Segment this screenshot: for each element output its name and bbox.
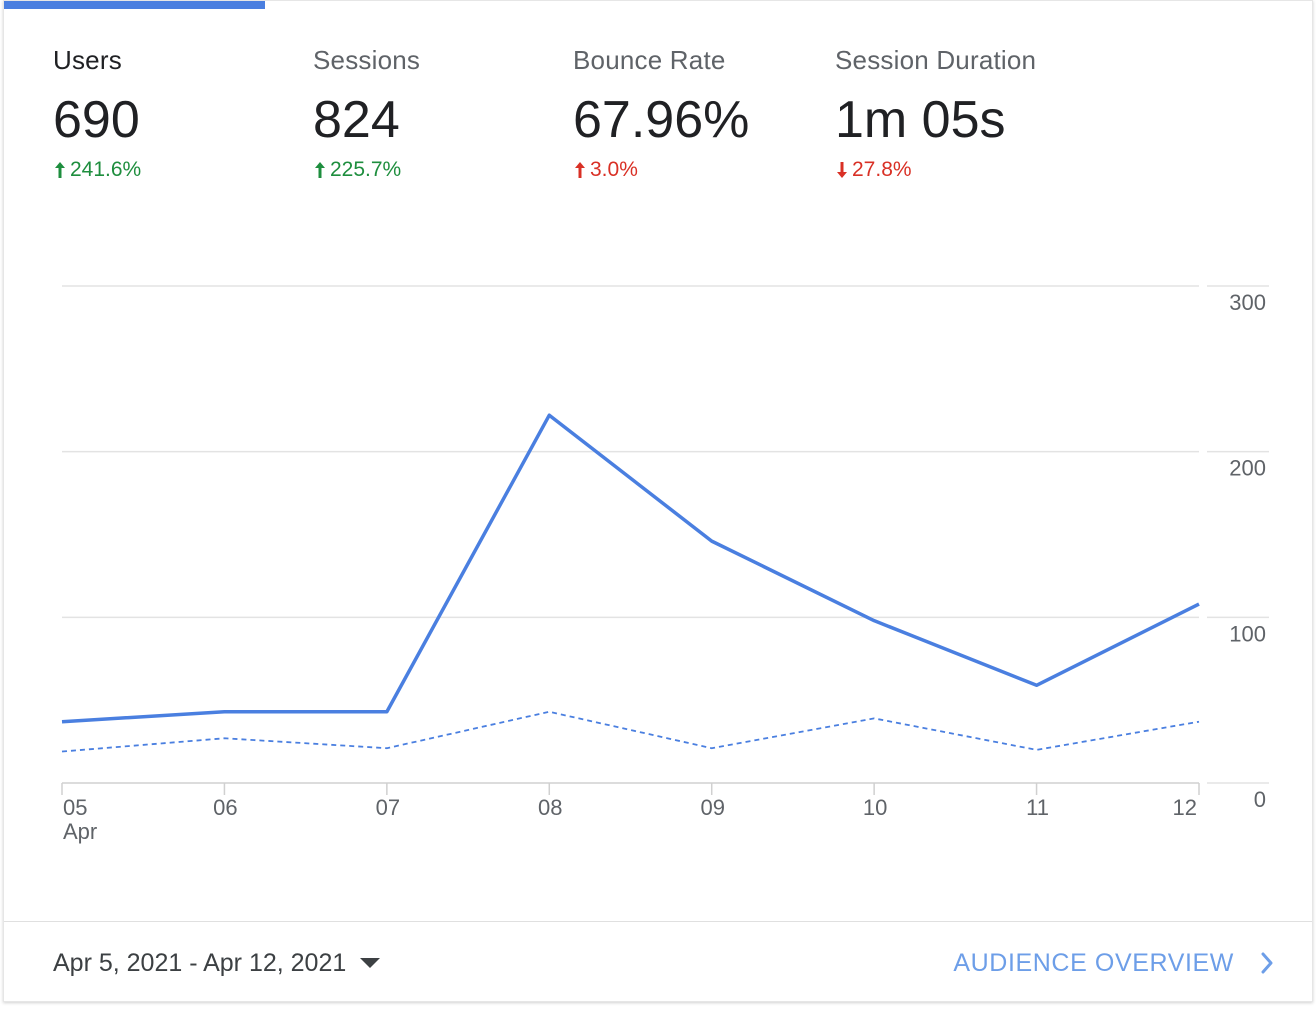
metric-value: 690	[53, 91, 140, 149]
metric-tab-bounce-rate[interactable]: Bounce Rate 67.96% 3.0%	[573, 45, 813, 182]
arrow-down-icon	[837, 162, 847, 178]
metric-change-value: 3.0%	[590, 158, 638, 181]
series-line-previous	[61, 710, 1200, 753]
metric-tab-users[interactable]: Users 690 241.6%	[53, 45, 293, 182]
audience-overview-link[interactable]: AUDIENCE OVERVIEW	[953, 945, 1274, 981]
x-axis-month-label: Apr	[63, 819, 97, 844]
x-tick-label: 08	[538, 795, 562, 820]
arrow-up-icon	[315, 162, 325, 178]
y-tick-label: 200	[1229, 456, 1266, 481]
x-tick-label: 11	[1026, 795, 1049, 820]
footer-divider	[4, 921, 1312, 922]
date-range-label: Apr 5, 2021 - Apr 12, 2021	[53, 948, 347, 977]
audience-overview-label: AUDIENCE OVERVIEW	[953, 948, 1234, 977]
x-tick-label: 10	[863, 795, 887, 820]
x-tick-label: 12	[1173, 795, 1197, 820]
metric-change: 225.7%	[313, 158, 553, 182]
arrow-up-icon	[55, 162, 65, 178]
x-tick-label: 05	[63, 795, 87, 820]
metric-label: Sessions	[313, 45, 421, 75]
metric-change-value: 27.8%	[852, 158, 912, 181]
metric-value: 824	[313, 91, 400, 149]
metric-change-value: 225.7%	[330, 158, 402, 181]
metric-label: Session Duration	[835, 45, 1037, 75]
series-line-current	[61, 413, 1200, 724]
x-tick-label: 06	[213, 795, 237, 820]
chevron-right-icon	[1261, 952, 1273, 974]
metric-label: Bounce Rate	[573, 45, 726, 75]
metric-label: Users	[53, 45, 122, 75]
caret-down-icon	[360, 958, 381, 968]
metric-value: 1m 05s	[835, 91, 1006, 149]
metric-change: 241.6%	[53, 158, 293, 182]
analytics-card: Users 690 241.6% Sessions 824 225.7% Bou…	[3, 0, 1313, 1002]
metric-change: 3.0%	[573, 158, 813, 182]
y-tick-label: 100	[1229, 621, 1266, 646]
metric-change-value: 241.6%	[70, 158, 142, 181]
x-tick-label: 09	[700, 795, 724, 820]
metric-change: 27.8%	[835, 158, 1135, 182]
y-tick-label: 0	[1254, 787, 1266, 812]
metric-tab-sessions[interactable]: Sessions 824 225.7%	[313, 45, 553, 182]
x-tick-label: 07	[376, 795, 400, 820]
metric-tab-session-duration[interactable]: Session Duration 1m 05s 27.8%	[835, 45, 1135, 182]
metric-value: 67.96%	[573, 91, 750, 149]
date-range-dropdown[interactable]: Apr 5, 2021 - Apr 12, 2021	[53, 945, 381, 981]
y-tick-label: 300	[1229, 290, 1266, 315]
active-tab-indicator	[4, 1, 265, 9]
users-line-chart: 0 100 200 300 05 06 07 08 09 10 11 12 Apr	[61, 285, 1269, 844]
arrow-up-icon	[575, 162, 585, 178]
